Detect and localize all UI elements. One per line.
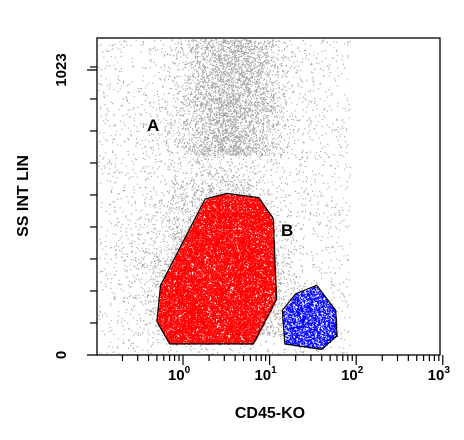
dots-B	[282, 286, 338, 350]
label-layer: 100 101 102 103 0 1023 CD45-KO SS INT LIN A B	[15, 53, 450, 422]
gate-layer	[156, 192, 338, 351]
dots-A	[157, 193, 278, 345]
y-tick-label: 0	[53, 351, 70, 359]
gate-label-B: B	[281, 221, 293, 240]
dots-background	[98, 39, 351, 356]
x-tick-label: 103	[428, 365, 451, 384]
plot-border	[96, 37, 441, 356]
x-axis-label: CD45-KO	[235, 405, 305, 422]
dot-layer	[98, 39, 351, 356]
y-axis-label: SS INT LIN	[15, 155, 32, 237]
gate-label-A: A	[147, 116, 159, 135]
y-tick-label: 1023	[53, 53, 70, 86]
x-tick-label: 100	[168, 365, 191, 384]
plot-frame	[87, 37, 444, 365]
x-tick-label: 102	[341, 365, 364, 384]
gate-B-outline	[281, 284, 338, 351]
x-tick-label: 101	[254, 365, 277, 384]
gate-A-outline	[156, 192, 278, 345]
